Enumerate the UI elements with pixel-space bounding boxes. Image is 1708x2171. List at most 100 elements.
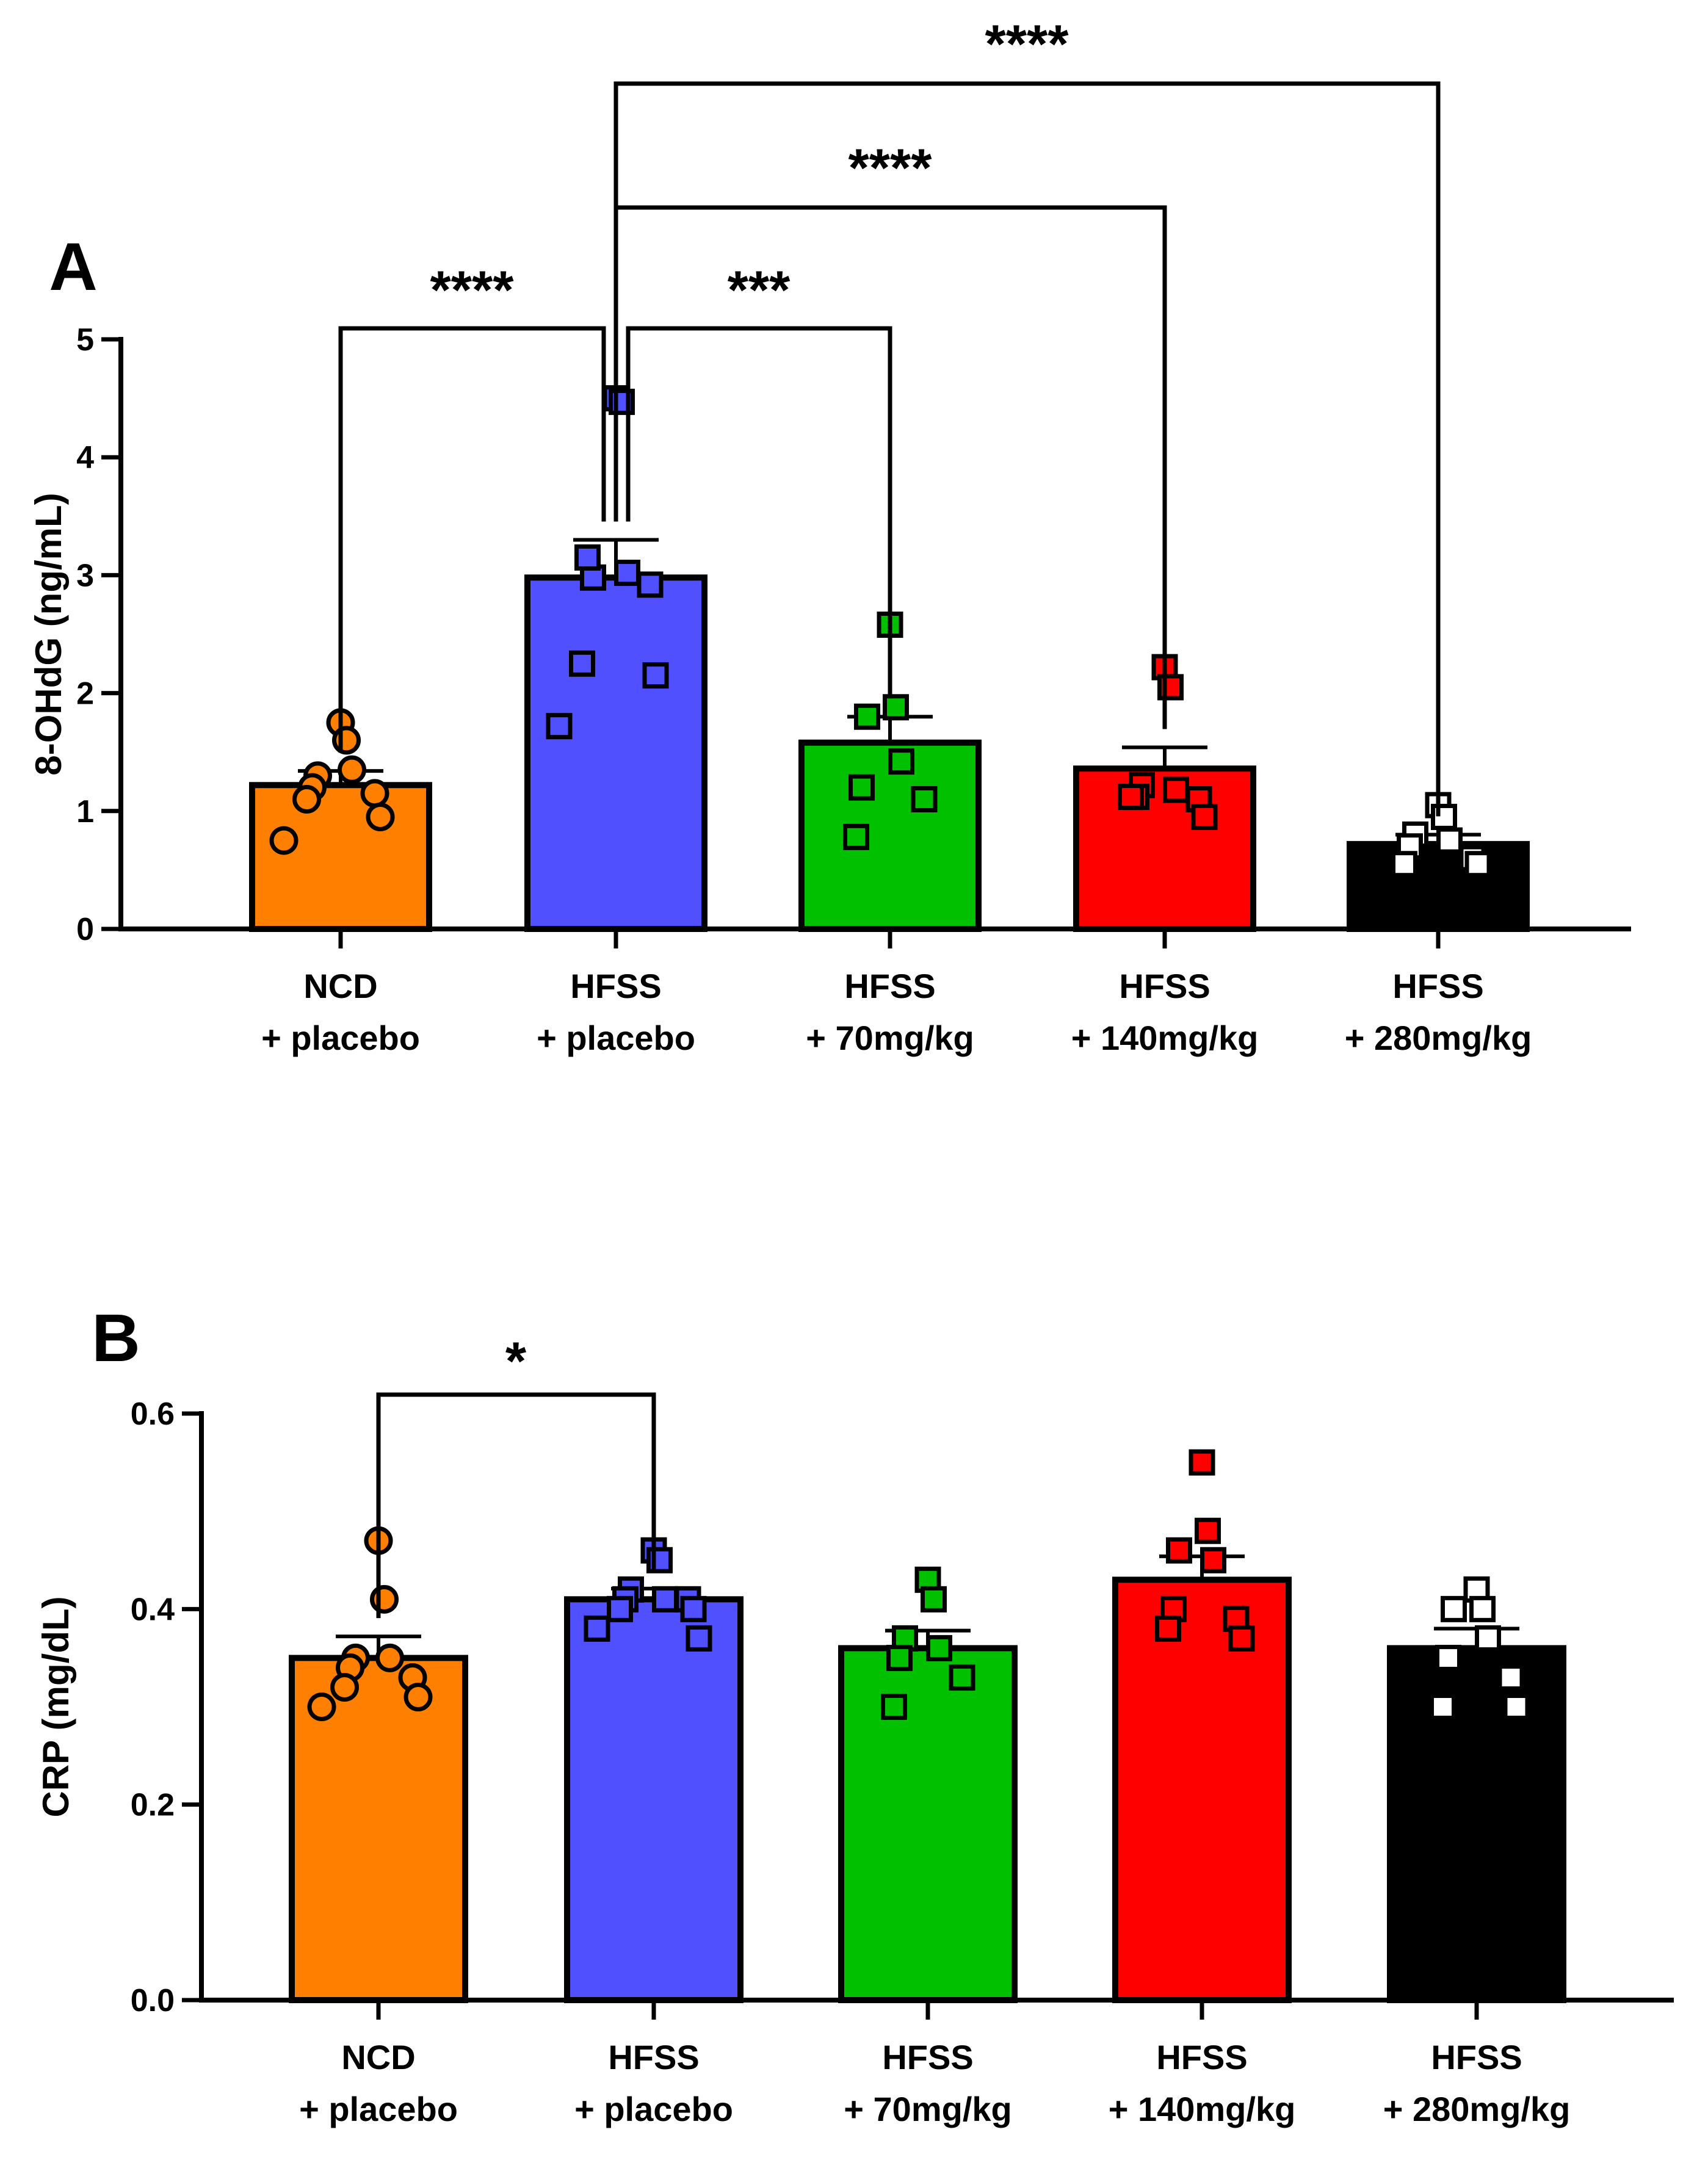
significance-label: *** xyxy=(728,259,791,320)
y-tick-label: 0.6 xyxy=(131,1396,175,1432)
bar xyxy=(249,782,432,933)
data-point xyxy=(686,1625,712,1652)
significance-bracket xyxy=(338,326,606,753)
data-point xyxy=(1435,1644,1461,1671)
data-point xyxy=(269,826,299,855)
data-point xyxy=(292,784,321,814)
data-point xyxy=(926,1635,952,1661)
data-point xyxy=(1155,1615,1181,1642)
significance-bracket xyxy=(613,81,1441,817)
data-point xyxy=(881,1694,907,1720)
bar xyxy=(838,1645,1018,2003)
data-point xyxy=(1118,784,1144,811)
x-tick-label-line2: + placebo xyxy=(574,2090,733,2128)
data-point xyxy=(584,1615,610,1642)
data-point xyxy=(652,1586,678,1613)
data-point xyxy=(888,748,914,775)
data-point xyxy=(1441,1595,1467,1622)
y-tick-label: 4 xyxy=(76,440,94,475)
data-point xyxy=(360,779,389,808)
y-axis-title: 8-OHdG (ng/mL) xyxy=(28,493,69,775)
data-point xyxy=(1469,1595,1496,1622)
y-tick-label: 5 xyxy=(76,322,94,358)
data-point xyxy=(366,802,395,831)
bar xyxy=(524,574,707,932)
data-point xyxy=(338,755,366,784)
y-axis-title: CRP (mg/dL) xyxy=(35,1596,76,1817)
significance-label: **** xyxy=(985,13,1069,74)
data-point xyxy=(854,703,880,730)
data-point xyxy=(911,786,938,812)
panel-b: B CRP (mg/dL) NCD + placebo HFSS + placebo HFS… xyxy=(35,1301,1674,2128)
panel-letter: B xyxy=(92,1301,140,1376)
y-tick-label: 0.2 xyxy=(131,1788,175,1823)
data-point xyxy=(375,1643,404,1672)
x-tick-label-line1: HFSS xyxy=(608,2038,699,2076)
data-point xyxy=(307,1692,336,1721)
data-point xyxy=(1436,827,1463,854)
significance-bracket xyxy=(376,1392,656,1619)
data-point xyxy=(883,694,909,721)
data-point xyxy=(637,571,664,598)
data-point xyxy=(1189,1449,1215,1476)
x-tick-label-line2: + placebo xyxy=(261,1019,420,1057)
bar xyxy=(1112,1577,1292,2004)
data-point xyxy=(546,713,573,740)
data-point xyxy=(370,1584,399,1614)
y-tick-label: 1 xyxy=(76,794,94,829)
x-tick-label-line1: NCD xyxy=(341,2038,415,2076)
significance-label: * xyxy=(505,1331,527,1391)
data-point xyxy=(607,1595,633,1622)
data-point xyxy=(849,774,875,801)
panel-letter: A xyxy=(49,229,97,305)
significance-label: **** xyxy=(849,137,933,198)
data-point xyxy=(403,1682,433,1711)
data-point xyxy=(1503,1694,1530,1720)
data-point xyxy=(1166,1537,1192,1564)
data-point xyxy=(614,560,640,587)
data-point xyxy=(921,1586,947,1613)
data-point xyxy=(843,823,869,850)
x-tick-label-line2: + 70mg/kg xyxy=(806,1019,974,1057)
data-point xyxy=(574,544,601,571)
data-point xyxy=(1464,851,1491,878)
data-point xyxy=(949,1664,975,1691)
x-tick-label-line1: HFSS xyxy=(1156,2038,1247,2076)
y-tick-label: 0.0 xyxy=(131,1983,175,2018)
data-point xyxy=(1391,851,1417,878)
data-point xyxy=(1163,776,1189,803)
x-tick-label-line1: HFSS xyxy=(570,967,661,1005)
x-tick-label-line2: + placebo xyxy=(299,2090,458,2128)
x-tick-label-line1: HFSS xyxy=(882,2038,973,2076)
data-point xyxy=(642,662,669,689)
x-tick-label-line1: HFSS xyxy=(844,967,935,1005)
x-tick-label-line2: + 140mg/kg xyxy=(1071,1019,1259,1057)
data-point xyxy=(332,726,361,755)
y-tick-label: 3 xyxy=(76,558,94,593)
bar xyxy=(1347,840,1530,932)
data-point xyxy=(1475,1625,1501,1652)
significance-bracket xyxy=(626,326,892,699)
data-point xyxy=(1200,1547,1226,1573)
x-tick-label-line2: + placebo xyxy=(537,1019,695,1057)
x-tick-label-line1: NCD xyxy=(303,967,377,1005)
bar xyxy=(1387,1645,1566,2003)
panel-a: A 8-OHdG (ng/mL) NCD + placebo HFSS + placebo… xyxy=(28,13,1631,1057)
x-tick-label-line1: HFSS xyxy=(1119,967,1210,1005)
data-point xyxy=(1497,1664,1524,1691)
x-tick-label-line2: + 140mg/kg xyxy=(1109,2090,1296,2128)
data-point xyxy=(330,1672,359,1702)
significance-label: **** xyxy=(430,259,515,320)
y-tick-label: 2 xyxy=(76,676,94,712)
x-tick-label-line1: HFSS xyxy=(1392,967,1483,1005)
bar xyxy=(564,1596,744,2003)
x-tick-label-line2: + 70mg/kg xyxy=(844,2090,1011,2128)
data-point xyxy=(886,1644,913,1671)
y-tick-label: 0 xyxy=(76,912,94,947)
data-point xyxy=(1191,803,1218,830)
data-point xyxy=(1228,1625,1255,1652)
data-point xyxy=(680,1595,707,1622)
data-point xyxy=(1195,1517,1221,1544)
data-point xyxy=(569,650,595,677)
